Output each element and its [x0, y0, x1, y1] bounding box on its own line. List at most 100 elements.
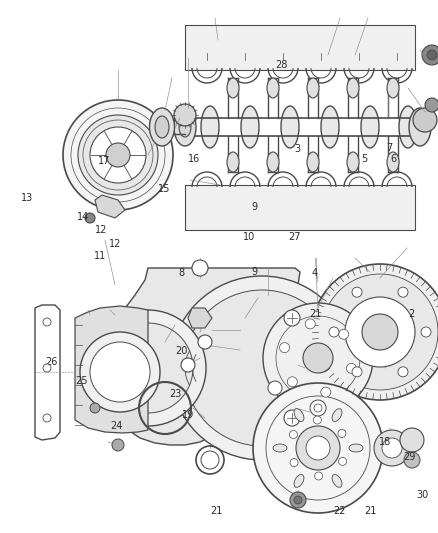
- Ellipse shape: [267, 152, 279, 172]
- Ellipse shape: [307, 78, 319, 98]
- Circle shape: [90, 127, 146, 183]
- Text: 23: 23: [169, 390, 181, 399]
- Circle shape: [290, 458, 298, 466]
- Circle shape: [198, 335, 212, 349]
- Text: 14: 14: [77, 213, 89, 222]
- Circle shape: [421, 327, 431, 337]
- Text: 24: 24: [110, 422, 122, 431]
- Text: 11: 11: [94, 251, 106, 261]
- Ellipse shape: [332, 409, 342, 422]
- Circle shape: [352, 367, 362, 377]
- Circle shape: [78, 115, 158, 195]
- Circle shape: [43, 318, 51, 326]
- Ellipse shape: [149, 108, 174, 146]
- Ellipse shape: [227, 78, 239, 98]
- Text: 12: 12: [95, 225, 108, 235]
- Text: 17: 17: [98, 156, 110, 166]
- Circle shape: [90, 403, 100, 413]
- Text: 3: 3: [295, 144, 301, 154]
- Circle shape: [181, 358, 195, 372]
- Circle shape: [345, 297, 415, 367]
- Ellipse shape: [347, 152, 359, 172]
- Ellipse shape: [201, 106, 219, 148]
- Ellipse shape: [387, 78, 399, 98]
- Text: 5: 5: [361, 154, 367, 164]
- Text: 20: 20: [176, 346, 188, 356]
- Ellipse shape: [399, 106, 417, 148]
- Circle shape: [339, 457, 346, 465]
- Circle shape: [90, 310, 206, 426]
- Circle shape: [184, 290, 340, 446]
- Circle shape: [352, 287, 362, 297]
- Circle shape: [85, 213, 95, 223]
- Circle shape: [314, 472, 323, 480]
- Text: 7: 7: [386, 143, 392, 153]
- Circle shape: [296, 426, 340, 470]
- Text: 10: 10: [243, 232, 255, 242]
- Polygon shape: [185, 25, 415, 70]
- Circle shape: [404, 452, 420, 468]
- Circle shape: [268, 381, 282, 395]
- Text: 26: 26: [46, 358, 58, 367]
- Text: 12: 12: [109, 239, 121, 249]
- Text: 9: 9: [252, 202, 258, 212]
- Polygon shape: [185, 185, 415, 230]
- Text: 6: 6: [390, 154, 396, 164]
- Text: 2: 2: [409, 310, 415, 319]
- Circle shape: [284, 310, 300, 326]
- Circle shape: [314, 404, 322, 412]
- Ellipse shape: [294, 474, 304, 487]
- Text: 19: 19: [182, 410, 194, 419]
- Ellipse shape: [321, 106, 339, 148]
- Circle shape: [382, 438, 402, 458]
- Circle shape: [310, 400, 326, 416]
- Polygon shape: [75, 306, 148, 433]
- Circle shape: [287, 377, 297, 387]
- Text: 4: 4: [311, 268, 318, 278]
- Ellipse shape: [281, 106, 299, 148]
- Circle shape: [398, 287, 408, 297]
- Ellipse shape: [155, 116, 169, 138]
- Circle shape: [425, 98, 438, 112]
- Circle shape: [305, 319, 315, 329]
- Polygon shape: [95, 195, 125, 218]
- Ellipse shape: [387, 152, 399, 172]
- Circle shape: [294, 496, 302, 504]
- Ellipse shape: [361, 106, 379, 148]
- Circle shape: [279, 343, 290, 353]
- Ellipse shape: [409, 108, 431, 146]
- Ellipse shape: [227, 152, 239, 172]
- Text: 30: 30: [417, 490, 429, 499]
- Text: 29: 29: [403, 453, 416, 462]
- Circle shape: [43, 414, 51, 422]
- Circle shape: [339, 329, 349, 339]
- Circle shape: [422, 45, 438, 65]
- Ellipse shape: [267, 78, 279, 98]
- Circle shape: [313, 416, 321, 424]
- Circle shape: [329, 327, 339, 337]
- Text: 16: 16: [187, 154, 200, 164]
- Circle shape: [106, 143, 130, 167]
- Circle shape: [398, 367, 408, 377]
- Circle shape: [43, 364, 51, 372]
- Ellipse shape: [179, 117, 191, 137]
- Circle shape: [80, 332, 160, 412]
- Circle shape: [321, 387, 331, 397]
- Circle shape: [63, 100, 173, 210]
- Circle shape: [90, 342, 150, 402]
- Ellipse shape: [174, 108, 196, 146]
- Circle shape: [427, 50, 437, 60]
- Text: 28: 28: [275, 60, 287, 70]
- Circle shape: [192, 260, 208, 276]
- Circle shape: [290, 492, 306, 508]
- Circle shape: [374, 430, 410, 466]
- Ellipse shape: [347, 78, 359, 98]
- Circle shape: [322, 274, 438, 390]
- Text: 18: 18: [379, 438, 392, 447]
- Ellipse shape: [273, 444, 287, 452]
- Text: 21: 21: [309, 310, 321, 319]
- Polygon shape: [105, 268, 300, 445]
- Circle shape: [346, 364, 357, 373]
- Text: 13: 13: [21, 193, 33, 203]
- Text: 9: 9: [252, 267, 258, 277]
